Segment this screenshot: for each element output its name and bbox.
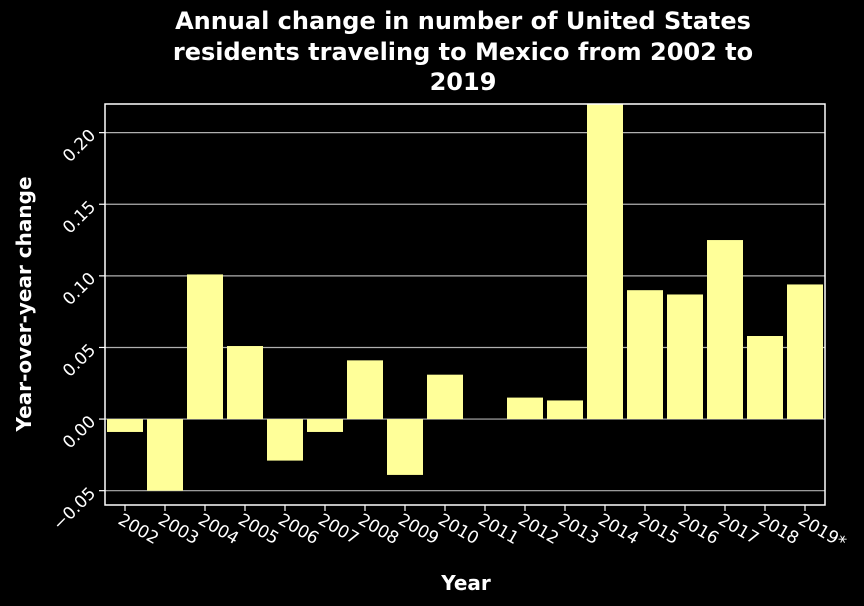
bar-2019 (787, 284, 823, 420)
x-tick-label: 2008 (355, 510, 402, 549)
x-axis-ticks: 2002200320042005200620072008200920102011… (115, 505, 850, 553)
bar-2006 (267, 419, 303, 461)
bar-2018 (747, 336, 783, 420)
y-tick-label: 0.20 (59, 126, 100, 167)
x-tick-label: 2009 (395, 510, 442, 549)
x-tick-label: 2010 (435, 510, 482, 549)
bar-2012 (507, 397, 543, 420)
x-tick-label: 2011 (475, 510, 522, 549)
x-tick-label: 2018 (755, 510, 802, 549)
x-tick-label: 2012 (515, 510, 562, 549)
bar-2005 (227, 346, 263, 420)
bar-2004 (187, 274, 223, 420)
x-tick-label: 2013 (555, 510, 602, 549)
x-tick-label: 2003 (155, 510, 202, 549)
x-tick-label: 2002 (115, 510, 162, 549)
x-tick-label: 2005 (235, 510, 282, 549)
bar-2016 (667, 294, 703, 420)
grid-lines (105, 132, 825, 492)
x-tick-label: 2016 (675, 510, 722, 549)
bar-2015 (627, 290, 663, 420)
chart-title-line-1: Annual change in number of United States (175, 7, 751, 35)
bar-2002 (107, 419, 143, 432)
bar-2017 (707, 240, 743, 420)
x-tick-label: 2017 (715, 510, 762, 549)
bar-2003 (147, 419, 183, 491)
x-tick-label: 2014 (595, 510, 642, 549)
bar-2009 (387, 419, 423, 475)
x-tick-label: 2004 (195, 510, 242, 549)
x-axis-label: Year (440, 571, 491, 595)
x-tick-label: 2007 (315, 510, 362, 549)
y-axis-ticks: −0.05 0.00 0.05 0.10 0.15 0.20 (49, 126, 105, 535)
y-tick-label: 0.10 (59, 269, 100, 310)
bar-2008 (347, 360, 383, 420)
bar-2014 (587, 104, 623, 420)
x-tick-label: 2006 (275, 510, 322, 549)
bar-2013 (547, 400, 583, 420)
y-tick-label: −0.05 (49, 484, 100, 535)
bars (107, 104, 823, 491)
chart-title-line-2: residents traveling to Mexico from 2002 … (173, 38, 753, 66)
bar-2007 (307, 419, 343, 432)
plot-frame (104, 103, 826, 506)
y-axis-label: Year-over-year change (12, 176, 36, 432)
y-tick-label: 0.00 (59, 412, 100, 453)
y-tick-label: 0.05 (59, 340, 100, 381)
x-tick-label: 2015 (635, 510, 682, 549)
bar-2010 (427, 374, 463, 420)
x-tick-label: 2019* (795, 510, 850, 553)
chart-title-line-3: 2019 (430, 68, 497, 96)
y-tick-label: 0.15 (59, 197, 100, 238)
